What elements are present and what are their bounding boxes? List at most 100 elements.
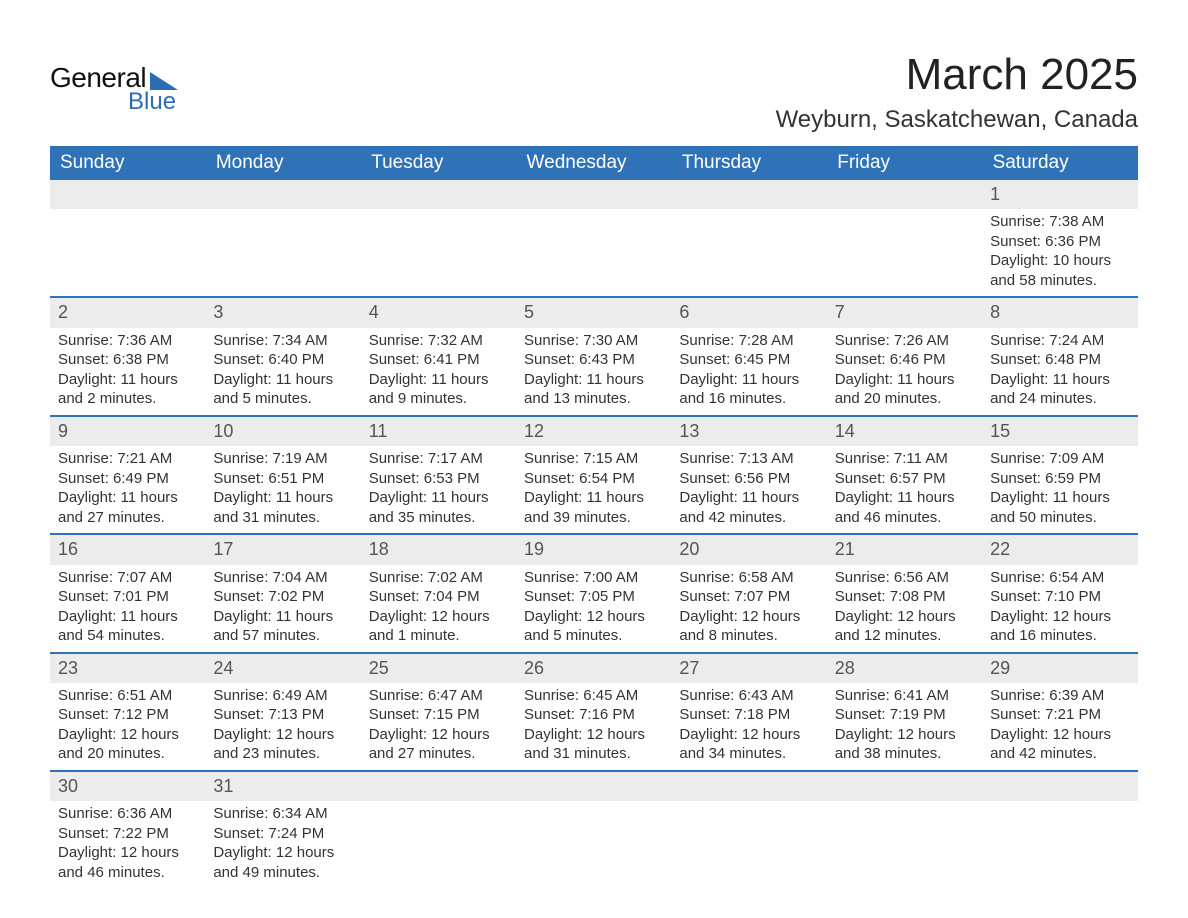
day-info-cell: Sunrise: 7:28 AMSunset: 6:45 PMDaylight:… <box>671 328 826 416</box>
day-number-cell: 15 <box>982 416 1137 446</box>
sunset-line: Sunset: 6:46 PM <box>835 350 974 370</box>
sunset-line: Sunset: 6:43 PM <box>524 350 663 370</box>
day-number-cell: 8 <box>982 297 1137 327</box>
daylight-line: Daylight: 11 hours and 31 minutes. <box>213 488 352 527</box>
weekday-header: Sunday <box>50 146 205 180</box>
sunrise-line: Sunrise: 6:56 AM <box>835 568 974 588</box>
day-info-cell: Sunrise: 7:00 AMSunset: 7:05 PMDaylight:… <box>516 565 671 653</box>
daylight-line: Daylight: 11 hours and 35 minutes. <box>369 488 508 527</box>
day-info-cell: Sunrise: 6:56 AMSunset: 7:08 PMDaylight:… <box>827 565 982 653</box>
day-number-cell: 28 <box>827 653 982 683</box>
sunset-line: Sunset: 6:56 PM <box>679 469 818 489</box>
sunset-line: Sunset: 6:48 PM <box>990 350 1129 370</box>
day-info-cell: Sunrise: 6:39 AMSunset: 7:21 PMDaylight:… <box>982 683 1137 771</box>
sunrise-line: Sunrise: 7:26 AM <box>835 331 974 351</box>
sunrise-line: Sunrise: 7:15 AM <box>524 449 663 469</box>
day-number-cell: 12 <box>516 416 671 446</box>
weekday-header: Monday <box>205 146 360 180</box>
sunrise-line: Sunrise: 6:36 AM <box>58 804 197 824</box>
day-info-cell: Sunrise: 7:30 AMSunset: 6:43 PMDaylight:… <box>516 328 671 416</box>
day-info-cell: Sunrise: 7:11 AMSunset: 6:57 PMDaylight:… <box>827 446 982 534</box>
day-info-cell: Sunrise: 7:17 AMSunset: 6:53 PMDaylight:… <box>361 446 516 534</box>
sunset-line: Sunset: 7:02 PM <box>213 587 352 607</box>
day-info-cell: Sunrise: 6:54 AMSunset: 7:10 PMDaylight:… <box>982 565 1137 653</box>
sunrise-line: Sunrise: 6:58 AM <box>679 568 818 588</box>
daylight-line: Daylight: 10 hours and 58 minutes. <box>990 251 1129 290</box>
day-info-cell: Sunrise: 7:24 AMSunset: 6:48 PMDaylight:… <box>982 328 1137 416</box>
daylight-line: Daylight: 12 hours and 8 minutes. <box>679 607 818 646</box>
sunset-line: Sunset: 7:05 PM <box>524 587 663 607</box>
daylight-line: Daylight: 11 hours and 27 minutes. <box>58 488 197 527</box>
day-info-cell: Sunrise: 7:15 AMSunset: 6:54 PMDaylight:… <box>516 446 671 534</box>
day-info-cell: Sunrise: 7:21 AMSunset: 6:49 PMDaylight:… <box>50 446 205 534</box>
day-info-cell: Sunrise: 7:34 AMSunset: 6:40 PMDaylight:… <box>205 328 360 416</box>
weekday-header: Friday <box>827 146 982 180</box>
sunset-line: Sunset: 7:08 PM <box>835 587 974 607</box>
daylight-line: Daylight: 12 hours and 23 minutes. <box>213 725 352 764</box>
day-number-cell <box>205 180 360 209</box>
daylight-line: Daylight: 11 hours and 50 minutes. <box>990 488 1129 527</box>
daylight-line: Daylight: 12 hours and 34 minutes. <box>679 725 818 764</box>
day-info-cell <box>50 209 205 297</box>
calendar-table: SundayMondayTuesdayWednesdayThursdayFrid… <box>50 146 1138 888</box>
sunset-line: Sunset: 7:07 PM <box>679 587 818 607</box>
day-number-cell <box>982 771 1137 801</box>
sunset-line: Sunset: 7:04 PM <box>369 587 508 607</box>
daylight-line: Daylight: 12 hours and 31 minutes. <box>524 725 663 764</box>
sunrise-line: Sunrise: 6:34 AM <box>213 804 352 824</box>
day-info-cell: Sunrise: 7:07 AMSunset: 7:01 PMDaylight:… <box>50 565 205 653</box>
sunrise-line: Sunrise: 6:51 AM <box>58 686 197 706</box>
daylight-line: Daylight: 12 hours and 1 minute. <box>369 607 508 646</box>
day-info-cell <box>827 209 982 297</box>
sunset-line: Sunset: 6:41 PM <box>369 350 508 370</box>
day-info-cell: Sunrise: 7:13 AMSunset: 6:56 PMDaylight:… <box>671 446 826 534</box>
sunset-line: Sunset: 6:36 PM <box>990 232 1129 252</box>
day-number-cell: 19 <box>516 534 671 564</box>
day-info-cell: Sunrise: 6:41 AMSunset: 7:19 PMDaylight:… <box>827 683 982 771</box>
day-info-cell: Sunrise: 7:36 AMSunset: 6:38 PMDaylight:… <box>50 328 205 416</box>
sunrise-line: Sunrise: 7:38 AM <box>990 212 1129 232</box>
day-info-cell <box>982 801 1137 888</box>
day-number-cell: 4 <box>361 297 516 327</box>
sunrise-line: Sunrise: 7:13 AM <box>679 449 818 469</box>
day-info-cell: Sunrise: 7:38 AMSunset: 6:36 PMDaylight:… <box>982 209 1137 297</box>
day-info-cell: Sunrise: 6:49 AMSunset: 7:13 PMDaylight:… <box>205 683 360 771</box>
daylight-line: Daylight: 11 hours and 16 minutes. <box>679 370 818 409</box>
sunset-line: Sunset: 6:54 PM <box>524 469 663 489</box>
daylight-line: Daylight: 11 hours and 24 minutes. <box>990 370 1129 409</box>
sunset-line: Sunset: 7:13 PM <box>213 705 352 725</box>
day-info-cell <box>361 801 516 888</box>
sunrise-line: Sunrise: 7:36 AM <box>58 331 197 351</box>
sunrise-line: Sunrise: 6:47 AM <box>369 686 508 706</box>
daylight-line: Daylight: 12 hours and 46 minutes. <box>58 843 197 882</box>
day-number-cell: 2 <box>50 297 205 327</box>
day-number-cell: 13 <box>671 416 826 446</box>
daylight-line: Daylight: 12 hours and 42 minutes. <box>990 725 1129 764</box>
month-title: March 2025 <box>776 50 1138 100</box>
daylight-line: Daylight: 12 hours and 49 minutes. <box>213 843 352 882</box>
sunrise-line: Sunrise: 7:30 AM <box>524 331 663 351</box>
day-info-cell: Sunrise: 6:51 AMSunset: 7:12 PMDaylight:… <box>50 683 205 771</box>
sunset-line: Sunset: 6:45 PM <box>679 350 818 370</box>
sunset-line: Sunset: 6:53 PM <box>369 469 508 489</box>
day-info-cell: Sunrise: 7:32 AMSunset: 6:41 PMDaylight:… <box>361 328 516 416</box>
day-info-cell <box>516 801 671 888</box>
sunset-line: Sunset: 6:38 PM <box>58 350 197 370</box>
sunrise-line: Sunrise: 7:19 AM <box>213 449 352 469</box>
day-number-cell <box>671 771 826 801</box>
sunrise-line: Sunrise: 6:43 AM <box>679 686 818 706</box>
day-info-cell: Sunrise: 6:58 AMSunset: 7:07 PMDaylight:… <box>671 565 826 653</box>
day-number-cell <box>516 180 671 209</box>
sunset-line: Sunset: 7:10 PM <box>990 587 1129 607</box>
day-info-cell: Sunrise: 6:34 AMSunset: 7:24 PMDaylight:… <box>205 801 360 888</box>
sunset-line: Sunset: 7:21 PM <box>990 705 1129 725</box>
day-number-cell: 6 <box>671 297 826 327</box>
weekday-header: Wednesday <box>516 146 671 180</box>
sunset-line: Sunset: 7:22 PM <box>58 824 197 844</box>
day-info-cell: Sunrise: 7:04 AMSunset: 7:02 PMDaylight:… <box>205 565 360 653</box>
daylight-line: Daylight: 11 hours and 20 minutes. <box>835 370 974 409</box>
weekday-header: Tuesday <box>361 146 516 180</box>
sunrise-line: Sunrise: 7:32 AM <box>369 331 508 351</box>
day-info-cell: Sunrise: 6:45 AMSunset: 7:16 PMDaylight:… <box>516 683 671 771</box>
sunset-line: Sunset: 7:19 PM <box>835 705 974 725</box>
